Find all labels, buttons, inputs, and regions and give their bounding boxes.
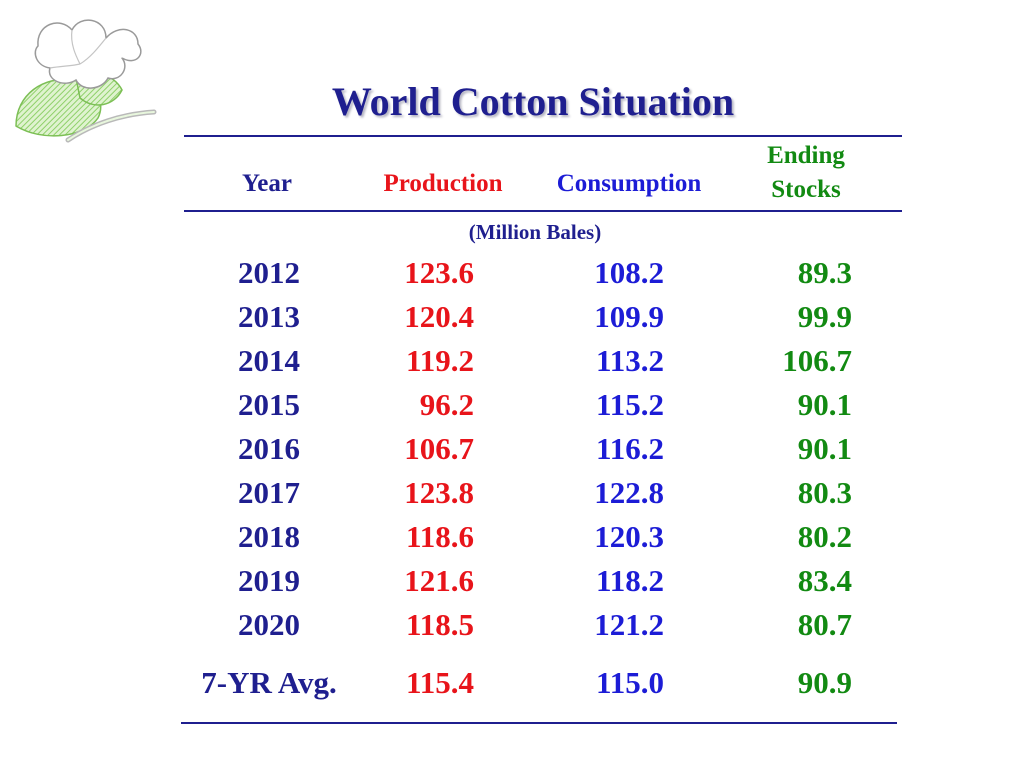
ending-stocks-cell: 80.3 bbox=[797, 475, 852, 510]
consumption-cell: 115.0 bbox=[595, 665, 664, 700]
units-label: (Million Bales) bbox=[468, 220, 602, 244]
year-cell: 2015 bbox=[238, 387, 300, 422]
year-cell: 2017 bbox=[238, 475, 300, 510]
header-top-rule bbox=[184, 135, 902, 137]
production-cell: 118.5 bbox=[405, 607, 474, 642]
ending-stocks-cell: 80.7 bbox=[797, 607, 852, 642]
table-row: 2012 123.6 108.2 89.3 bbox=[0, 253, 1024, 297]
ending-stocks-cell: 106.7 bbox=[782, 343, 852, 378]
table-row: 2014 119.2 113.2 106.7 bbox=[0, 341, 1024, 385]
consumption-cell: 120.3 bbox=[594, 519, 664, 554]
year-cell: 2014 bbox=[238, 343, 300, 378]
ending-stocks-cell: 89.3 bbox=[797, 255, 852, 290]
production-cell: 119.2 bbox=[405, 343, 474, 378]
production-cell: 120.4 bbox=[404, 299, 474, 334]
ending-stocks-cell: 90.1 bbox=[797, 387, 852, 422]
year-cell: 2013 bbox=[238, 299, 300, 334]
production-cell: 118.6 bbox=[405, 519, 474, 554]
ending-stocks-cell: 90.9 bbox=[797, 665, 852, 700]
consumption-cell: 115.2 bbox=[595, 387, 664, 422]
slide-title: World Cotton Situation bbox=[331, 79, 735, 124]
production-cell: 123.8 bbox=[404, 475, 474, 510]
year-cell: 2019 bbox=[238, 563, 300, 598]
ending-stocks-cell: 99.9 bbox=[797, 299, 852, 334]
year-cell: 2016 bbox=[238, 431, 300, 466]
ending-stocks-cell: 83.4 bbox=[797, 563, 852, 598]
table-row: 2019 121.6 118.2 83.4 bbox=[0, 561, 1024, 605]
consumption-cell: 109.9 bbox=[594, 299, 664, 334]
table-row: 2020 118.5 121.2 80.7 bbox=[0, 605, 1024, 649]
column-header-ending-stocks: Ending Stocks bbox=[736, 139, 876, 207]
production-cell: 123.6 bbox=[404, 255, 474, 290]
column-header-year: Year bbox=[242, 170, 292, 197]
production-cell: 115.4 bbox=[405, 665, 474, 700]
column-header-production: Production bbox=[383, 170, 503, 197]
table-row: 2017 123.8 122.8 80.3 bbox=[0, 473, 1024, 517]
table-row: 2013 120.4 109.9 99.9 bbox=[0, 297, 1024, 341]
average-label: 7-YR Avg. bbox=[201, 665, 337, 700]
consumption-cell: 116.2 bbox=[595, 431, 664, 466]
year-cell: 2018 bbox=[238, 519, 300, 554]
column-header-consumption: Consumption bbox=[556, 170, 702, 197]
cotton-boll-logo bbox=[15, 19, 157, 143]
consumption-cell: 113.2 bbox=[595, 343, 664, 378]
table-bottom-rule bbox=[181, 722, 897, 724]
consumption-cell: 118.2 bbox=[595, 563, 664, 598]
column-header-ending-line2: Stocks bbox=[771, 176, 841, 203]
year-cell: 2020 bbox=[238, 607, 300, 642]
production-cell: 121.6 bbox=[404, 563, 474, 598]
header-bottom-rule bbox=[184, 210, 902, 212]
production-cell: 106.7 bbox=[404, 431, 474, 466]
column-header-ending-line1: Ending bbox=[767, 142, 845, 169]
consumption-cell: 121.2 bbox=[594, 607, 664, 642]
year-cell: 2012 bbox=[238, 255, 300, 290]
table-row: 2018 118.6 120.3 80.2 bbox=[0, 517, 1024, 561]
ending-stocks-cell: 90.1 bbox=[797, 431, 852, 466]
table-row: 2015 96.2 115.2 90.1 bbox=[0, 385, 1024, 429]
average-row: 7-YR Avg. 115.4 115.0 90.9 bbox=[0, 663, 1024, 707]
table-row: 2016 106.7 116.2 90.1 bbox=[0, 429, 1024, 473]
ending-stocks-cell: 80.2 bbox=[797, 519, 852, 554]
consumption-cell: 122.8 bbox=[594, 475, 664, 510]
consumption-cell: 108.2 bbox=[594, 255, 664, 290]
production-cell: 96.2 bbox=[419, 387, 474, 422]
